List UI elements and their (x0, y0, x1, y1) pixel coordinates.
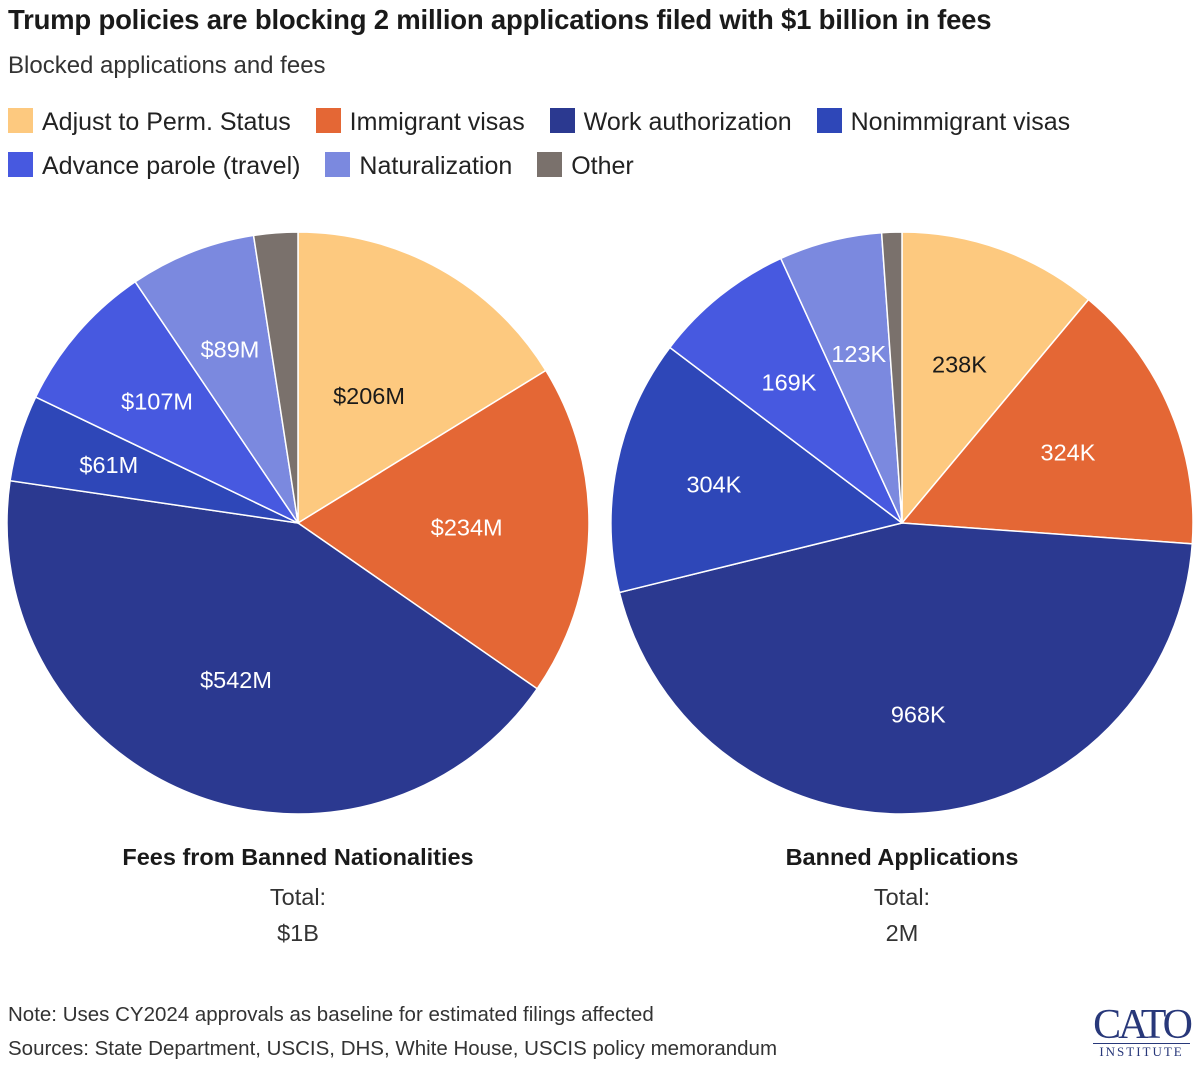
legend-item-other: Other (537, 152, 634, 180)
note-text: Note: Uses CY2024 approvals as baseline … (8, 1003, 654, 1026)
legend-label: Immigrant visas (349, 108, 525, 136)
sources-text: Sources: State Department, USCIS, DHS, W… (8, 1037, 778, 1060)
legend-item-adjust: Adjust to Perm. Status (8, 108, 291, 136)
pie-fees: $206M $234M $542M $61M $107M $89M (6, 231, 590, 815)
legend-label: Other (571, 152, 634, 180)
pie-slice-work-authorization (6, 479, 539, 815)
legend-swatch (325, 152, 351, 177)
legend-item-advance-parole: Advance parole (travel) (8, 152, 300, 180)
pie-slice-immigrant-visas (296, 369, 590, 690)
legend-swatch (8, 152, 33, 177)
legend-label: Adjust to Perm. Status (42, 108, 291, 136)
slice-label-immigrant-visas: $234M (431, 515, 503, 541)
logo-sub-text: INSTITUTE (1093, 1043, 1190, 1060)
legend-swatch (315, 108, 341, 133)
legend-item-nonimmigrant-visas: Nonimmigrant visas (816, 108, 1071, 136)
pie-charts: $206M $234M $542M $61M $107M $89M 238K 324K 968… (6, 231, 1194, 946)
legend-label: Work authorization (583, 108, 792, 136)
total-value-applications: 2M (886, 920, 919, 946)
pie-slice-advance-parole-travel (668, 257, 903, 524)
pie-slice-adjust-to-perm-status (297, 231, 547, 525)
pie-slice-other (880, 231, 903, 524)
pie-slice-naturalization (134, 234, 299, 524)
pie-slice-work-authorization (618, 522, 1194, 815)
pie-title-applications: Banned Applications (786, 844, 1019, 870)
slice-label-adjust-to-perm-status: $206M (333, 383, 405, 409)
pie-slice-nonimmigrant-visas (610, 346, 904, 594)
legend-label: Nonimmigrant visas (850, 108, 1071, 136)
chart-subtitle: Blocked applications and fees (8, 52, 326, 79)
pie-slice-advance-parole-travel (34, 280, 301, 525)
pie-slice-other (252, 231, 299, 524)
legend-item-immigrant-visas: Immigrant visas (315, 108, 525, 136)
legend-swatch (8, 108, 33, 133)
total-label-applications: Total: (874, 884, 930, 910)
total-label-fees: Total: (270, 884, 326, 910)
slice-label-naturalization: 123K (831, 341, 886, 367)
slice-label-work-authorization: $542M (200, 667, 272, 693)
pie-title-fees: Fees from Banned Nationalities (122, 844, 473, 870)
chart-title: Trump policies are blocking 2 million ap… (8, 4, 992, 35)
total-value-fees: $1B (277, 920, 319, 946)
legend-item-work-authorization: Work authorization (549, 108, 792, 136)
legend-swatch (549, 108, 575, 133)
slice-label-advance-parole-travel: $107M (121, 388, 193, 414)
slice-label-work-authorization: 968K (891, 701, 946, 727)
legend-item-naturalization: Naturalization (325, 152, 512, 180)
cato-logo: CATO INSTITUTE (1093, 1002, 1193, 1060)
slice-label-immigrant-visas: 324K (1041, 439, 1096, 465)
pie-slice-adjust-to-perm-status (901, 231, 1090, 526)
slice-label-naturalization: $89M (201, 337, 260, 363)
legend-swatch (537, 152, 563, 177)
slice-label-nonimmigrant-visas: 304K (686, 471, 741, 497)
slice-label-nonimmigrant-visas: $61M (79, 452, 138, 478)
legend-swatch (816, 108, 842, 133)
slice-label-adjust-to-perm-status: 238K (932, 351, 987, 377)
legend: Adjust to Perm. Status Immigrant visas W… (8, 100, 1108, 188)
pie-slice-immigrant-visas (900, 298, 1194, 545)
legend-label: Advance parole (travel) (42, 152, 301, 180)
legend-label: Naturalization (359, 152, 513, 180)
logo-main-text: CATO (1093, 1002, 1193, 1048)
slice-label-advance-parole-travel: 169K (762, 369, 817, 395)
pie-applications: 238K 324K 968K 304K 169K 123K (610, 231, 1194, 815)
